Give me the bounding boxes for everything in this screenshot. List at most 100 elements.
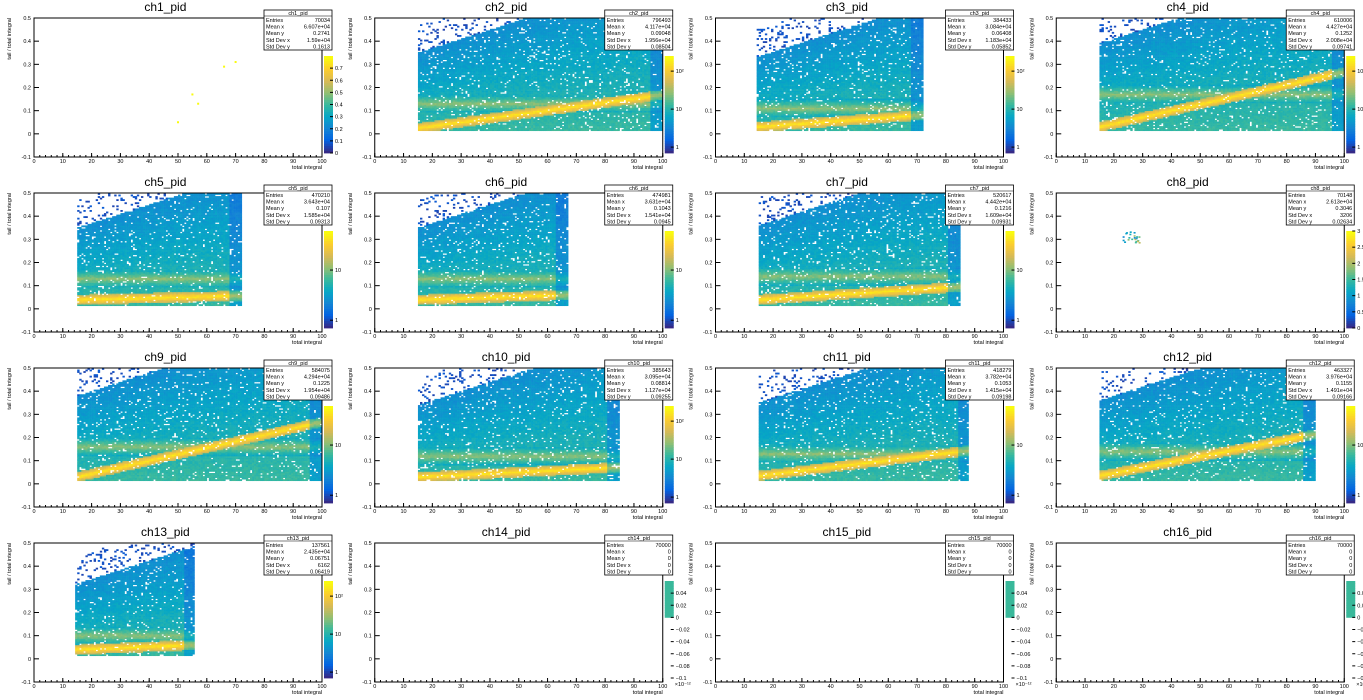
stats-key: Mean y — [266, 31, 284, 37]
y-tick-label: 0.1 — [23, 109, 31, 115]
plot-title: ch1_pid — [144, 0, 186, 14]
histogram-grid: ch1_pid0 10 20 30 40 50 60 70 80 90 100-0.100.10.2… — [0, 0, 1363, 700]
heat-cell — [418, 52, 420, 54]
color-scale-segment — [324, 148, 333, 151]
z-tick-label: 0.1 — [335, 139, 343, 145]
heat-cell — [418, 30, 420, 32]
color-scale-segment — [324, 83, 333, 86]
panel-ch1_pid: ch1_pid0 10 20 30 40 50 60 70 80 90 100-0.100.10.2… — [7, 0, 343, 171]
z-tick-label: 0.3 — [335, 115, 343, 121]
heat-cell — [426, 120, 428, 122]
stats-key: Mean x — [266, 25, 284, 31]
y-tick-label: 0.5 — [23, 16, 31, 22]
heat-cell — [428, 64, 430, 66]
color-scale-segment — [324, 88, 333, 91]
x-tick-label: 30 — [117, 159, 123, 165]
color-scale-segment — [324, 63, 333, 66]
heat-cell — [430, 58, 432, 60]
heat-cell — [426, 75, 428, 77]
heat-cell — [422, 30, 424, 32]
stats-value: 70034 — [315, 18, 330, 24]
x-tick-label: 80 — [261, 159, 267, 165]
heat-cell — [428, 97, 430, 99]
color-scale-segment — [324, 56, 333, 59]
y-tick-label: 0.4 — [23, 39, 31, 45]
color-scale-segment — [324, 61, 333, 64]
heat-cell — [428, 60, 430, 62]
color-scale-segment — [324, 124, 333, 127]
stats-value: 0.2741 — [313, 31, 330, 37]
heat-cell — [426, 23, 428, 25]
y-tick-label: 0.2 — [23, 86, 31, 92]
heatmap-cells — [177, 61, 237, 123]
color-scale-segment — [324, 85, 333, 88]
x-tick-label: 10 — [60, 159, 66, 165]
heat-cell — [430, 74, 432, 76]
heat-cell — [418, 44, 420, 46]
color-scale-segment — [324, 107, 333, 110]
y-axis-label: tail / total integral — [7, 18, 13, 60]
heat-cell — [426, 83, 428, 85]
heat-cell — [235, 61, 237, 63]
x-tick-label: 50 — [175, 159, 181, 165]
heat-cell — [418, 121, 420, 123]
x-tick-label: 40 — [146, 159, 152, 165]
heat-cell — [430, 69, 432, 71]
heat-cell — [424, 54, 426, 56]
color-scale-segment — [324, 95, 333, 98]
z-tick-label: 0.5 — [335, 90, 343, 96]
color-scale-segment — [324, 75, 333, 78]
stats-key: Std Dev x — [266, 38, 290, 44]
heat-cell — [430, 117, 432, 119]
color-scale-segment — [324, 109, 333, 112]
color-scale-segment — [324, 97, 333, 100]
y-tick-label: 0.3 — [23, 62, 31, 68]
z-tick-label: 0.6 — [335, 78, 343, 84]
stats-box-title: ch1_pid — [288, 11, 307, 17]
color-scale-segment — [324, 73, 333, 76]
z-tick-label: 0.7 — [335, 66, 343, 72]
heat-cell — [418, 94, 420, 96]
heat-cell — [197, 103, 199, 105]
heat-cell — [418, 38, 420, 40]
heat-cell — [418, 47, 420, 49]
z-tick-label: 0 — [335, 151, 338, 157]
heat-cell — [223, 66, 225, 68]
stats-box: ch1_pidEntries 70034Mean x 6.607e+04Mean y… — [264, 10, 332, 50]
heat-cell — [420, 40, 422, 42]
heat-cell — [428, 49, 430, 51]
heat-cell — [426, 50, 428, 52]
color-scale: 0 0.1 0.2 0.3 0.4 0.5 0.6 0.7 — [324, 56, 343, 157]
color-scale-segment — [324, 143, 333, 146]
heat-cell — [428, 57, 430, 59]
color-scale-segment — [324, 58, 333, 61]
x-axis-label: total integral — [292, 165, 322, 171]
heat-cell — [418, 112, 420, 114]
stats-key: Std Dev y — [266, 44, 290, 50]
heat-cell — [422, 49, 424, 51]
color-scale-segment — [324, 136, 333, 139]
y-tick-label: -0.1 — [22, 155, 31, 161]
heat-cell — [424, 81, 426, 83]
heat-cell — [428, 41, 430, 43]
heat-cell — [424, 40, 426, 42]
heat-cell — [420, 24, 422, 26]
color-scale-segment — [324, 100, 333, 103]
z-tick-label: 0.2 — [335, 127, 343, 133]
heat-cell — [420, 109, 422, 111]
color-scale-segment — [324, 131, 333, 134]
color-scale-segment — [324, 119, 333, 122]
plot-title: ch2_pid — [485, 0, 527, 14]
heat-cell — [426, 33, 428, 35]
stats-key: Entries — [266, 18, 283, 24]
x-tick-label: 0 — [32, 159, 35, 165]
heat-cell — [428, 26, 430, 28]
heat-cell — [430, 47, 432, 49]
z-tick-label: 0.4 — [335, 103, 343, 109]
heat-cell — [426, 117, 428, 119]
heat-cell — [420, 52, 422, 54]
x-tick-label: 20 — [89, 159, 95, 165]
stats-value: 0.1613 — [313, 44, 330, 50]
color-scale-segment — [324, 112, 333, 115]
panel-ch2_pid: ch2_pid0 10 20 30 40 50 60 70 80 90 100-0.100.10.2… — [348, 0, 684, 171]
